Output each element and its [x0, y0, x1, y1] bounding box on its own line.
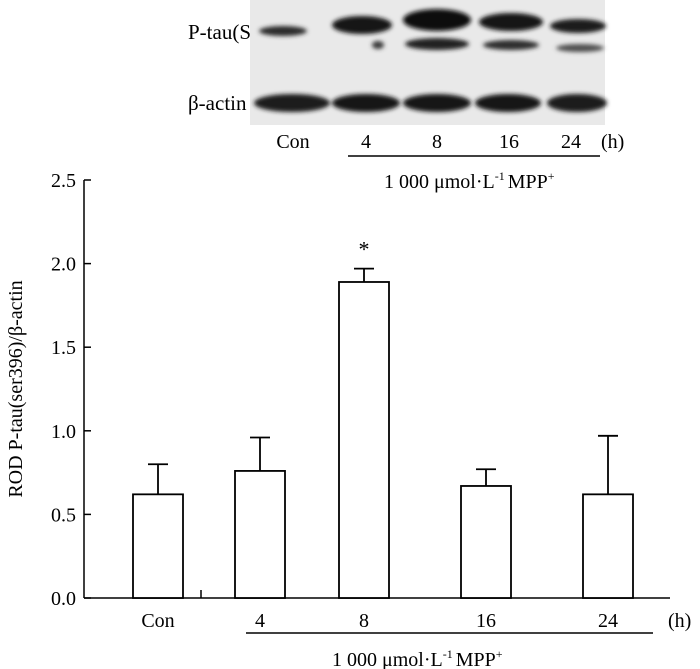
blot-treatment-label: 1 000 μmol·L-1 MPP+ [384, 169, 555, 193]
y-tick-label: 0.0 [51, 588, 76, 610]
blot-row-label-actin: β-actin [188, 91, 247, 115]
x-ticks: Con 4 8 16 24 [141, 590, 618, 632]
bar [582, 493, 634, 599]
band-actin-24 [547, 94, 607, 112]
y-tick-label: 2.5 [51, 170, 76, 192]
y-tick-label: 1.0 [51, 421, 76, 443]
band-ptau-8 [403, 9, 471, 31]
band-ptau-24-lower [556, 44, 604, 52]
blot-lane-label-con: Con [276, 131, 309, 153]
chart-treatment-label: 1 000 μmol·L-1 MPP+ [332, 647, 503, 669]
bar-chart: ROD P-tau(ser396)/β-actin 0.0 0.5 1.0 1.5 2.… [5, 170, 691, 669]
y-tick-label: 1.5 [51, 337, 76, 359]
x-axis-unit: (h) [668, 610, 691, 632]
significance-marker: * [359, 237, 370, 262]
y-axis-label: ROD P-tau(ser396)/β-actin [5, 280, 27, 497]
x-tick-label: 8 [359, 610, 369, 632]
blot-lane-label-24: 24 [561, 131, 581, 153]
bars: * [132, 237, 634, 599]
x-tick-label: 24 [598, 610, 618, 632]
bar [338, 281, 390, 599]
bar [234, 470, 286, 599]
band-actin-8 [403, 94, 471, 112]
blot-lane-label-8: 8 [432, 131, 442, 153]
band-actin-con [254, 94, 330, 112]
western-blot: P-tau(Ser396) β-actin Con 4 8 [188, 0, 624, 193]
band-ptau-4-lower [372, 41, 384, 49]
band-ptau-con [259, 26, 307, 36]
x-tick-label: 4 [255, 610, 265, 632]
y-tick-label: 2.0 [51, 254, 76, 276]
band-ptau-16-lower [483, 40, 539, 50]
bar [460, 485, 512, 599]
x-tick-label: Con [141, 610, 174, 632]
y-tick-label: 0.5 [51, 504, 76, 526]
blot-time-unit: (h) [601, 131, 624, 153]
blot-lane-label-4: 4 [361, 131, 371, 153]
band-actin-16 [475, 94, 541, 112]
x-tick-label: 16 [476, 610, 496, 632]
band-ptau-16 [479, 13, 543, 31]
band-ptau-24 [550, 19, 606, 33]
bar [132, 493, 184, 599]
y-ticks: 0.0 0.5 1.0 1.5 2.0 2.5 [51, 170, 91, 610]
ptau-bands [259, 9, 606, 52]
band-ptau-4 [332, 16, 392, 34]
band-ptau-8-lower [405, 38, 469, 50]
band-actin-4 [332, 94, 400, 112]
actin-bands [254, 94, 607, 112]
blot-lane-label-16: 16 [499, 131, 519, 153]
